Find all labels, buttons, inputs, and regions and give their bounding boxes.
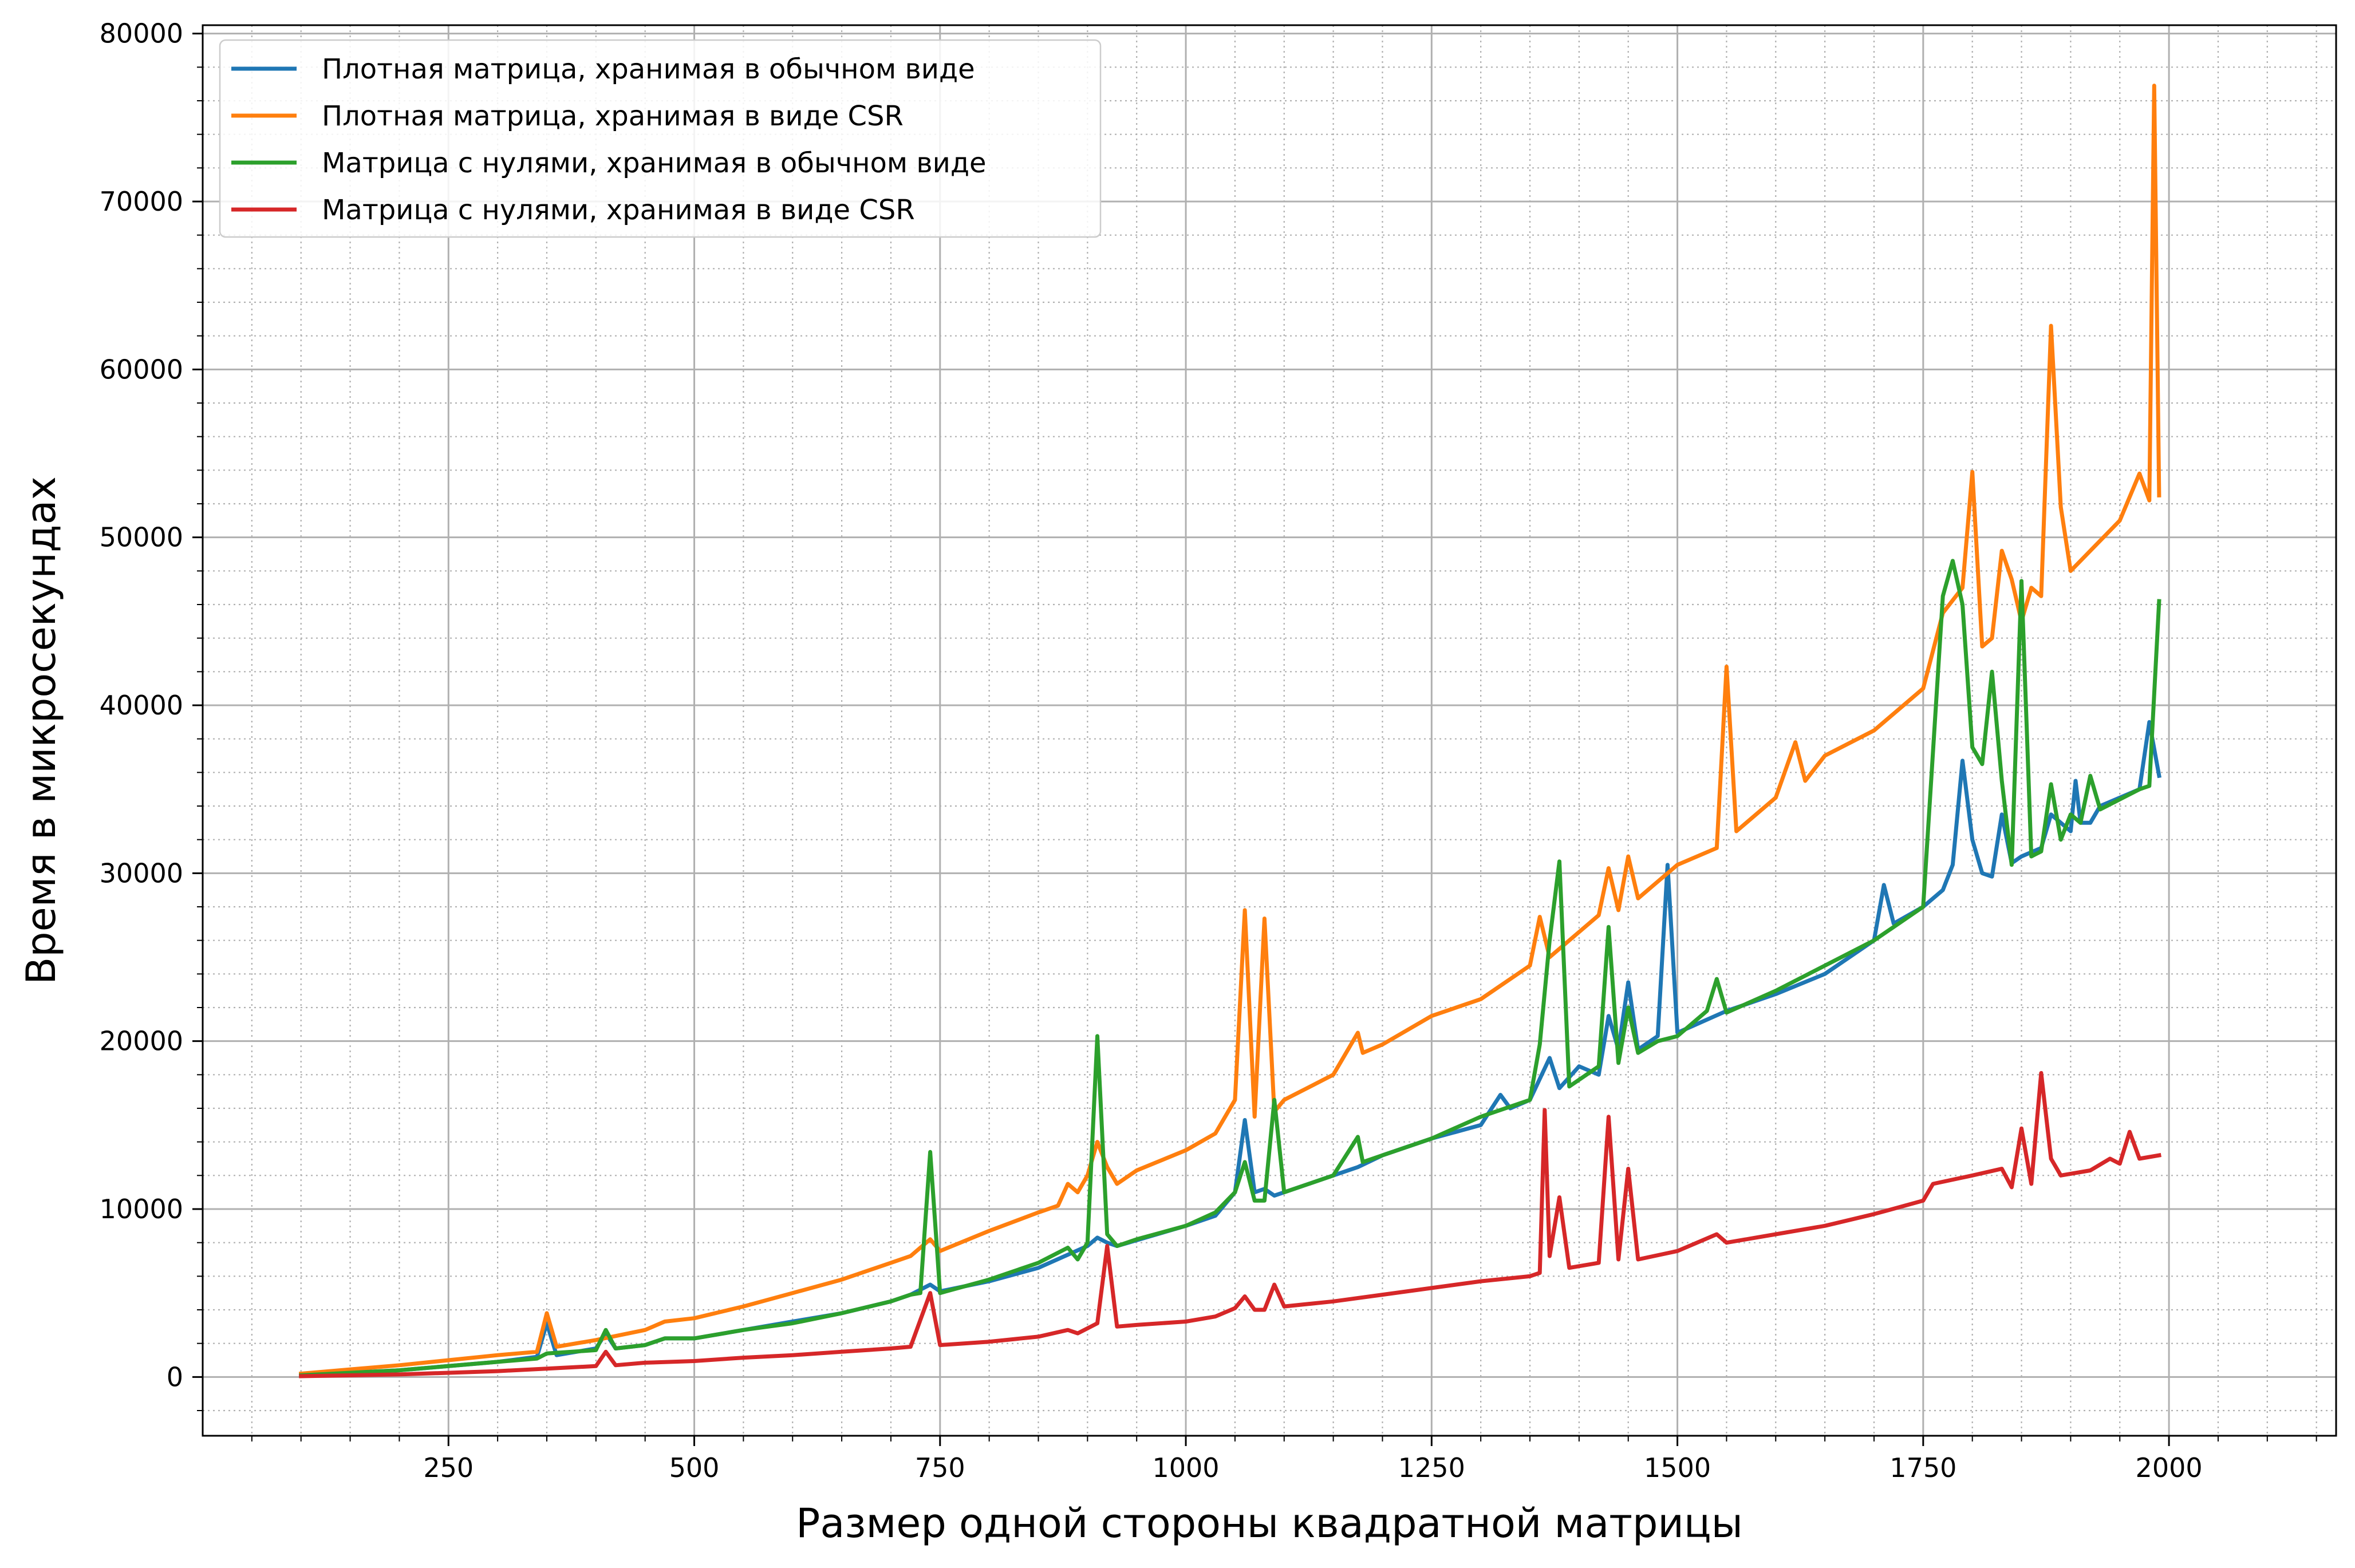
x-tick-label: 250 [423,1452,474,1483]
x-tick-label: 2000 [2136,1452,2203,1483]
x-tick-label: 1250 [1398,1452,1465,1483]
series-layer [298,84,2161,1379]
series-line-2 [298,84,2161,1376]
legend-label-1: Плотная матрица, хранимая в обычном виде [322,53,975,85]
y-tick-label: 60000 [100,354,183,385]
y-tick-label: 50000 [100,522,183,553]
series-line-3 [299,559,2161,1378]
y-axis-label: Время в микросекундах [18,476,65,985]
legend-label-3: Матрица с нулями, хранимая в обычном вид… [322,147,987,179]
y-tick-label: 80000 [100,18,183,49]
y-tick-label: 0 [167,1361,183,1392]
x-tick-label: 1750 [1889,1452,1956,1483]
y-tick-label: 20000 [100,1026,183,1057]
x-tick-label: 1000 [1153,1452,1220,1483]
x-tick-label: 1500 [1644,1452,1711,1483]
axis-ticks: 250 500 750 1000 1250 1500 1750 200001000020000… [100,18,2317,1483]
legend-label-2: Плотная матрица, хранимая в виде CSR [322,100,904,132]
legend-label-4: Матрица с нулями, хранимая в виде CSR [322,194,915,226]
y-tick-label: 30000 [100,858,183,888]
x-axis-label: Размер одной стороны квадратной матрицы [796,1500,1743,1547]
x-tick-label: 750 [915,1452,965,1483]
series-line-4 [299,1071,2161,1379]
plot-frame [202,24,2337,1437]
y-tick-label: 40000 [100,690,183,721]
legend: Плотная матрица, хранимая в обычном виде… [219,39,1102,238]
y-tick-label: 70000 [100,186,183,217]
legend-box [219,39,1102,238]
y-tick-label: 10000 [100,1194,183,1225]
x-tick-label: 500 [669,1452,720,1483]
